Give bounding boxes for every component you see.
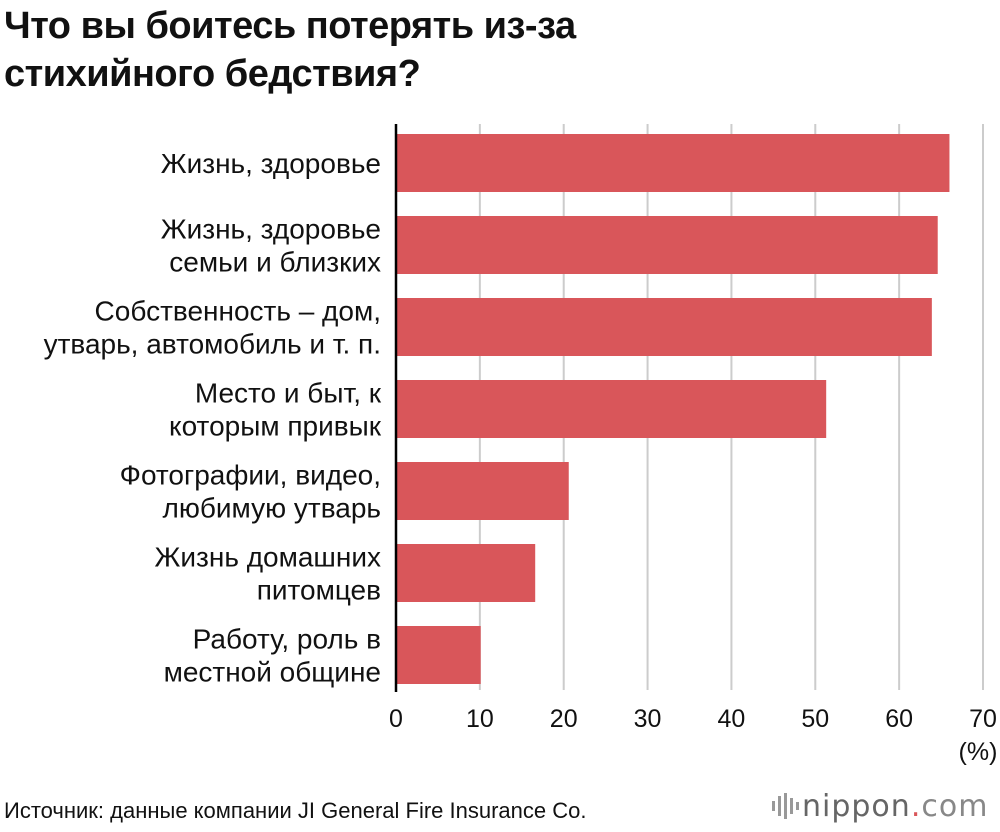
category-label-3-line-2: утварь, автомобиль и т. п. bbox=[44, 329, 381, 360]
x-tick-label-30: 30 bbox=[634, 705, 662, 733]
category-label-2-line-1: Жизнь, здоровье bbox=[161, 214, 381, 245]
bar-chart: 0 10 20 30 40 50 60 70 (%) Жизнь, здоровье Жизнь, … bbox=[44, 124, 998, 766]
bar-2 bbox=[396, 216, 938, 274]
category-label-3-line-1: Собственность – дом, bbox=[95, 296, 381, 327]
category-label-4-line-2: которым привык bbox=[169, 411, 382, 442]
bar-5 bbox=[396, 462, 569, 520]
nippon-logo-icon bbox=[772, 793, 799, 819]
bar-6 bbox=[396, 544, 536, 602]
chart-title: Что вы боитесь потерять из-за стихийного… bbox=[4, 2, 904, 98]
category-label-2-line-2: семьи и близких bbox=[169, 247, 381, 278]
x-tick-label-10: 10 bbox=[466, 705, 494, 733]
x-tick-label-0: 0 bbox=[389, 705, 403, 733]
bar-4 bbox=[396, 380, 827, 438]
brand-name: nippon bbox=[802, 788, 911, 824]
x-axis-unit-label: (%) bbox=[959, 738, 998, 766]
bar-3 bbox=[396, 298, 932, 356]
brand-wordmark: nippon.com bbox=[802, 789, 988, 824]
x-tick-label-70: 70 bbox=[969, 705, 997, 733]
chart-title-line-2: стихийного бедствия? bbox=[4, 53, 421, 95]
x-tick-label-40: 40 bbox=[718, 705, 746, 733]
category-label-6-line-2: питомцев bbox=[257, 575, 381, 606]
x-tick-label-60: 60 bbox=[885, 705, 913, 733]
source-note: Источник: данные компании JI General Fir… bbox=[4, 798, 587, 823]
category-label-7-line-1: Работу, роль в bbox=[193, 624, 381, 655]
brand-logo: nippon.com bbox=[770, 786, 988, 826]
category-label-1-line-1: Жизнь, здоровье bbox=[161, 148, 381, 179]
bar-1 bbox=[396, 134, 950, 192]
chart-title-line-1: Что вы боитесь потерять из-за bbox=[4, 5, 576, 47]
bar-7 bbox=[396, 626, 481, 684]
x-tick-label-20: 20 bbox=[550, 705, 578, 733]
brand-dot: . bbox=[910, 788, 922, 824]
category-label-6-line-1: Жизнь домашних bbox=[155, 542, 381, 573]
x-tick-label-50: 50 bbox=[801, 705, 829, 733]
category-label-5-line-1: Фотографии, видео, bbox=[120, 460, 381, 491]
category-label-7-line-2: местной общине bbox=[164, 657, 381, 688]
category-label-4-line-1: Место и быт, к bbox=[195, 378, 382, 409]
category-label-5-line-2: любимую утварь bbox=[163, 493, 381, 524]
brand-suffix: com bbox=[921, 788, 989, 824]
